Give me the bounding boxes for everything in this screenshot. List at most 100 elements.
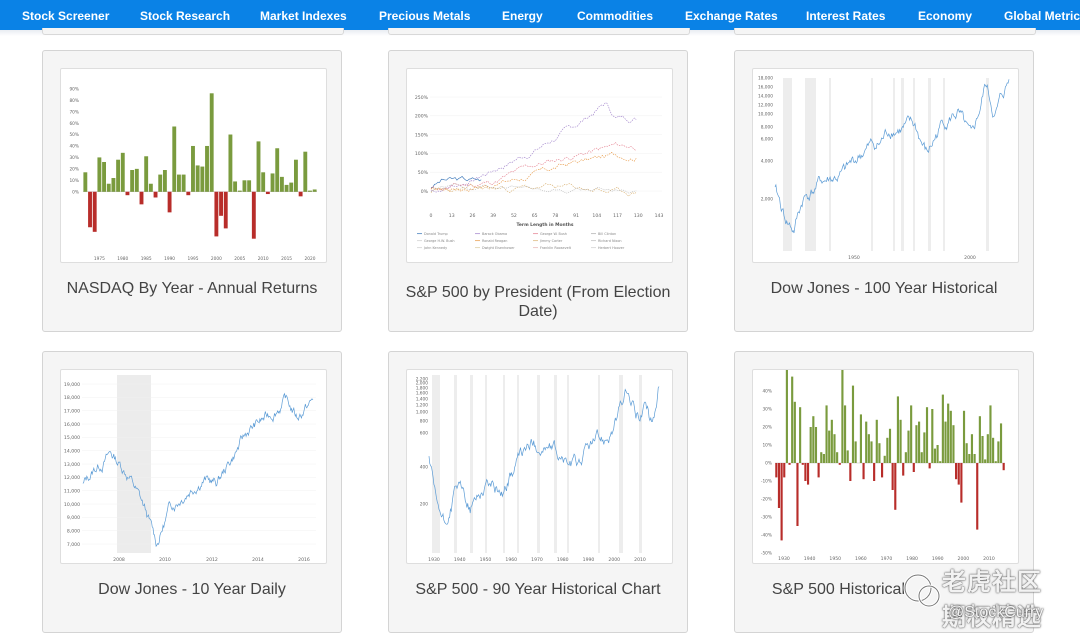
bar [205,145,209,192]
bar [997,441,1000,463]
bar [820,452,823,463]
bar [976,463,979,530]
chart-thumbnail[interactable]: 40% 30% 20% 10% 0% -10% -20% -30% -40% -50% 1930 19… [752,369,1019,564]
x-tick-label: 2000 [211,256,222,262]
bar [783,463,786,478]
bar [936,445,939,463]
bar [1002,463,1005,471]
price-line [774,79,1010,234]
bar [158,174,163,192]
y-tick-label: 17,000 [64,408,80,414]
bar [247,180,252,192]
bar [237,190,242,192]
nav-interest-rates[interactable]: Interest Rates [806,9,886,23]
chart-thumbnail[interactable]: 250% 200% 150% 100% 50% 0% 0 13 26 39 52 65 78 91 104 1… [406,68,673,263]
bar [256,141,261,192]
x-tick-label: 1950 [848,255,860,261]
bar [899,419,902,463]
previous-row-card[interactable] [734,28,1036,35]
card-dow-jones-100-year[interactable]: 18,000 16,000 14,000 12,000 10,000 8,000 6,000… [734,50,1034,332]
series-line [430,175,482,188]
nav-stock-research[interactable]: Stock Research [140,9,231,23]
nasdaq-annual-returns-chart: 90% 80% 70% 60% 50% 40% 30% 20% 10% 0% 1975 1980 198… [69,86,317,262]
recession-band [554,375,557,553]
y-tick-label: 12,000 [64,475,80,481]
bar [843,405,847,463]
card-sp500-90-year[interactable]: 2,200 2,000 1,800 1,600 1,400 1,200 1,000 800 60… [388,351,688,633]
bar [270,173,275,192]
recession-band [432,375,440,553]
y-tick-label: 20% [762,425,772,431]
bar [134,168,139,192]
bar [952,425,955,463]
bar [862,463,865,480]
bar [968,454,971,463]
chart-thumbnail[interactable]: 2,200 2,000 1,800 1,600 1,400 1,200 1,000 800 60… [406,369,673,564]
y-tick-label: 18,000 [758,76,773,82]
bar [97,157,102,192]
x-tick-label: 2010 [983,556,995,562]
card-sp500-historical[interactable]: 40% 30% 20% 10% 0% -10% -20% -30% -40% -50% 1930 19… [734,351,1034,633]
bar [228,134,233,192]
bar [801,463,804,465]
chart-thumbnail[interactable]: 19,000 18,000 17,000 16,000 15,000 14,000 13,0… [60,369,327,564]
recession-band [619,375,623,553]
card-title[interactable]: NASDAQ By Year - Annual Returns [66,280,318,297]
x-tick-label: 104 [592,213,601,219]
nav-exchange-rates[interactable]: Exchange Rates [685,9,778,23]
bar [214,191,219,237]
x-tick-label: 1940 [804,556,816,562]
chart-thumbnail[interactable]: 18,000 16,000 14,000 12,000 10,000 8,000 6,000… [752,68,1019,263]
bar [828,430,831,463]
card-sp500-by-president[interactable]: 250% 200% 150% 100% 50% 0% 0 13 26 39 52 65 78 91 104 1… [388,50,688,332]
x-tick-label: 130 [634,213,643,219]
card-title[interactable]: Dow Jones - 10 Year Daily [98,581,286,598]
legend-entry: Herbert Hoover [598,246,625,250]
nav-energy[interactable]: Energy [502,9,543,23]
bar [923,432,926,463]
nav-commodities[interactable]: Commodities [577,9,654,23]
bar [989,405,992,463]
x-tick-label: 2020 [305,256,316,262]
nav-stock-screener[interactable]: Stock Screener [22,9,110,23]
x-tick-label: 1930 [428,557,440,563]
bar [957,463,960,485]
recession-band [789,78,792,251]
recession-band [986,78,989,251]
y-tick-label: 1,400 [416,397,429,403]
bar [833,434,836,463]
legend-entry: Jimmy Carter [539,239,563,243]
card-title[interactable]: S&P 500 Historical [771,581,905,598]
y-tick-label: -30% [761,515,772,521]
bar [928,463,931,469]
nav-economy[interactable]: Economy [918,9,973,23]
previous-row-card[interactable] [42,28,344,35]
card-nasdaq-by-year[interactable]: 90% 80% 70% 60% 50% 40% 30% 20% 10% 0% 1975 1980 198… [42,50,342,332]
card-title[interactable]: S&P 500 by President (From Election Date… [405,284,671,320]
nav-precious-metals[interactable]: Precious Metals [379,9,471,23]
legend-entry: John Kennedy [423,246,447,250]
x-tick-label: 2016 [298,557,310,563]
bar [200,166,205,192]
card-dow-jones-10-year[interactable]: 19,000 18,000 17,000 16,000 15,000 14,000 13,0… [42,351,342,633]
bar [904,452,907,463]
bar [886,437,889,463]
y-tick-label: 2,200 [416,377,429,383]
y-tick-label: 600 [420,431,428,437]
bar [907,430,910,463]
y-tick-label: 30% [69,155,79,161]
nav-global-metrics[interactable]: Global Metrics [1004,9,1080,23]
card-title[interactable]: S&P 500 - 90 Year Historical Chart [415,581,661,598]
previous-row-card[interactable] [388,28,690,35]
x-tick-label: 65 [532,213,538,219]
bar [915,425,918,463]
bar [209,93,214,192]
bar [242,180,247,192]
bar [219,191,223,216]
nav-market-indexes[interactable]: Market Indexes [260,9,347,23]
y-tick-label: 1,800 [416,386,429,392]
card-title[interactable]: Dow Jones - 100 Year Historical [770,280,998,297]
bar [793,401,796,463]
chart-thumbnail[interactable]: 90% 80% 70% 60% 50% 40% 30% 20% 10% 0% 1975 1980 198… [60,68,327,263]
